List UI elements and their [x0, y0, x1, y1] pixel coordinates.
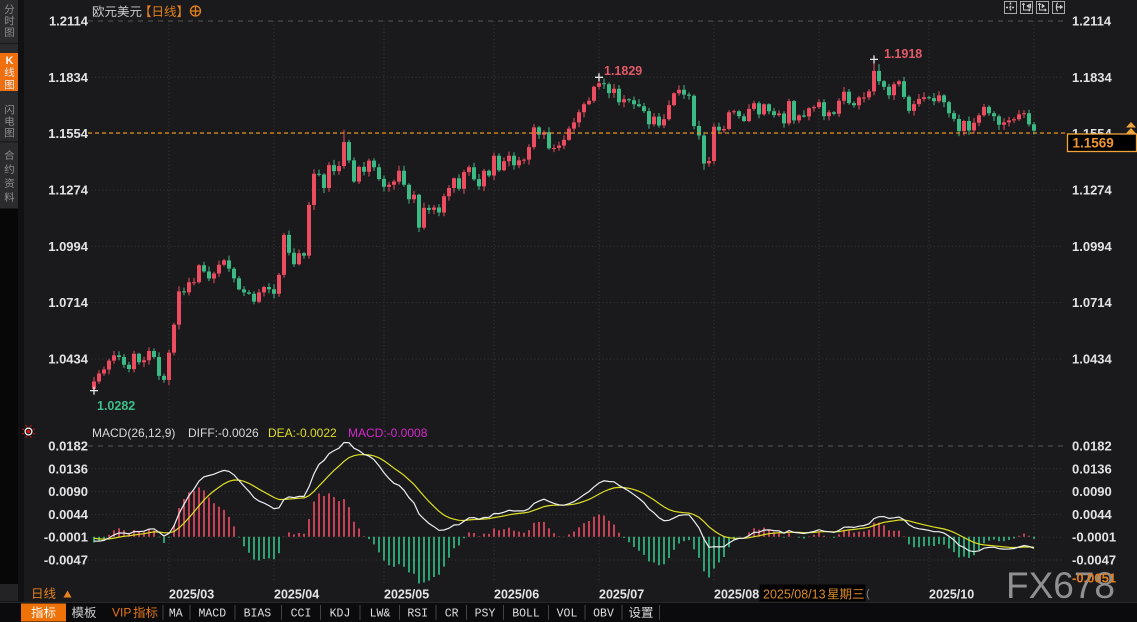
svg-text:1.0714: 1.0714: [1072, 295, 1113, 310]
svg-text:0.0136: 0.0136: [1072, 461, 1112, 476]
svg-text:1.0714: 1.0714: [48, 295, 89, 310]
svg-text:2025/04: 2025/04: [274, 588, 319, 602]
svg-text:0.0044: 0.0044: [48, 507, 89, 522]
svg-text:1.1274: 1.1274: [48, 183, 89, 198]
svg-text:1.0282: 1.0282: [97, 399, 135, 413]
svg-text:PSY: PSY: [475, 608, 496, 621]
svg-text:-0.0001: -0.0001: [1072, 530, 1116, 545]
svg-text:2025/03: 2025/03: [169, 588, 214, 602]
svg-text:2025/08: 2025/08: [714, 588, 759, 602]
svg-text:BOLL: BOLL: [512, 608, 540, 621]
svg-text:DIFF:-0.0026: DIFF:-0.0026: [188, 426, 259, 440]
svg-text:2025/08/13: 2025/08/13: [763, 588, 826, 602]
svg-text:1.1569: 1.1569: [1073, 136, 1114, 151]
svg-text:1.2114: 1.2114: [1072, 14, 1112, 29]
svg-text:0.0044: 0.0044: [1072, 507, 1113, 522]
svg-text:1.1829: 1.1829: [604, 64, 642, 78]
svg-text:FX678: FX678: [1006, 565, 1115, 606]
svg-text:(: (: [866, 588, 870, 600]
svg-text:-0.0051: -0.0051: [1072, 571, 1116, 586]
svg-text:VIP: VIP: [112, 606, 131, 620]
svg-text:KDJ: KDJ: [330, 608, 351, 621]
svg-text:2025/05: 2025/05: [384, 588, 429, 602]
svg-text:0.0182: 0.0182: [48, 439, 88, 454]
svg-text:1.1274: 1.1274: [1072, 183, 1113, 198]
svg-text:0.0182: 0.0182: [1072, 439, 1112, 454]
svg-text:1.0434: 1.0434: [1072, 352, 1113, 367]
svg-text:0.0136: 0.0136: [48, 461, 88, 476]
svg-text:0.0090: 0.0090: [48, 484, 88, 499]
svg-text:-0.0001: -0.0001: [44, 530, 88, 545]
svg-text:1.1834: 1.1834: [48, 70, 89, 85]
svg-text:OBV: OBV: [593, 608, 614, 621]
svg-text:1.0994: 1.0994: [48, 239, 89, 254]
svg-text:CCI: CCI: [291, 608, 312, 621]
svg-text:MA: MA: [169, 608, 183, 621]
svg-text:K: K: [6, 55, 14, 67]
svg-text:-0.0047: -0.0047: [1072, 553, 1116, 568]
svg-text:1.0994: 1.0994: [1072, 239, 1113, 254]
svg-text:1.0434: 1.0434: [48, 352, 89, 367]
svg-text:2025/06: 2025/06: [494, 588, 539, 602]
svg-text:1.1554: 1.1554: [48, 126, 89, 141]
svg-text:CR: CR: [445, 608, 459, 621]
svg-text:VOL: VOL: [557, 608, 578, 621]
svg-text:RSI: RSI: [407, 608, 428, 621]
svg-text:MACD: MACD: [198, 608, 226, 621]
svg-text:0.0090: 0.0090: [1072, 484, 1112, 499]
svg-text:1.1918: 1.1918: [884, 47, 922, 61]
svg-text:-0.0047: -0.0047: [44, 553, 88, 568]
svg-text:MACD(26,12,9): MACD(26,12,9): [92, 426, 175, 440]
svg-text:2025/10: 2025/10: [929, 588, 974, 602]
svg-text:1.2114: 1.2114: [49, 14, 89, 29]
svg-text:LW&: LW&: [370, 608, 391, 621]
svg-text:BIAS: BIAS: [244, 608, 272, 621]
svg-text:MACD:-0.0008: MACD:-0.0008: [348, 426, 428, 440]
svg-text:2025/07: 2025/07: [599, 588, 644, 602]
svg-text:1.1834: 1.1834: [1072, 70, 1113, 85]
svg-text:DEA:-0.0022: DEA:-0.0022: [268, 426, 337, 440]
